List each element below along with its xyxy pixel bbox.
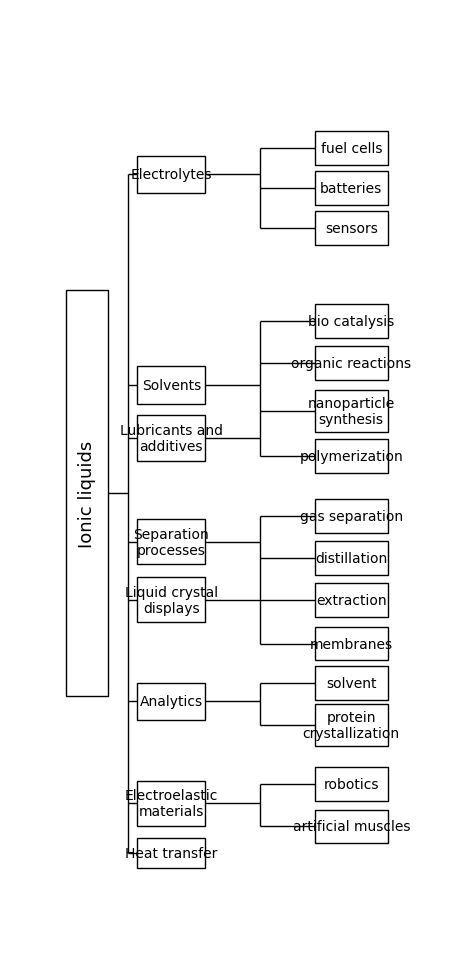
- Text: bio catalysis: bio catalysis: [308, 315, 394, 329]
- FancyBboxPatch shape: [315, 305, 388, 339]
- Text: robotics: robotics: [324, 778, 379, 791]
- FancyBboxPatch shape: [315, 666, 388, 700]
- FancyBboxPatch shape: [315, 583, 388, 617]
- Text: Lubricants and
additives: Lubricants and additives: [120, 423, 223, 453]
- Text: Liquid crystal
displays: Liquid crystal displays: [125, 585, 218, 616]
- FancyBboxPatch shape: [137, 781, 205, 826]
- Text: membranes: membranes: [310, 637, 393, 651]
- FancyBboxPatch shape: [315, 768, 388, 801]
- Text: Electrolytes: Electrolytes: [130, 168, 212, 182]
- FancyBboxPatch shape: [315, 542, 388, 575]
- FancyBboxPatch shape: [315, 212, 388, 245]
- FancyBboxPatch shape: [137, 416, 205, 461]
- Text: distillation: distillation: [315, 552, 387, 566]
- Text: batteries: batteries: [320, 182, 383, 195]
- FancyBboxPatch shape: [137, 520, 205, 565]
- Text: Separation
processes: Separation processes: [133, 528, 209, 557]
- FancyBboxPatch shape: [315, 347, 388, 381]
- FancyBboxPatch shape: [137, 577, 205, 622]
- FancyBboxPatch shape: [315, 627, 388, 660]
- FancyBboxPatch shape: [315, 500, 388, 533]
- FancyBboxPatch shape: [137, 367, 205, 404]
- Text: extraction: extraction: [316, 593, 387, 607]
- FancyBboxPatch shape: [315, 704, 388, 745]
- FancyBboxPatch shape: [315, 172, 388, 205]
- Text: Solvents: Solvents: [142, 379, 201, 393]
- Text: Electroelastic
materials: Electroelastic materials: [125, 788, 218, 819]
- Text: Heat transfer: Heat transfer: [125, 846, 218, 860]
- Text: gas separation: gas separation: [300, 510, 403, 524]
- Text: protein
crystallization: protein crystallization: [303, 710, 400, 741]
- Text: artificial muscles: artificial muscles: [292, 820, 410, 833]
- FancyBboxPatch shape: [315, 391, 388, 432]
- Text: solvent: solvent: [326, 676, 376, 690]
- Text: polymerization: polymerization: [300, 449, 403, 463]
- Text: organic reactions: organic reactions: [291, 357, 411, 371]
- FancyBboxPatch shape: [315, 810, 388, 843]
- FancyBboxPatch shape: [66, 290, 108, 697]
- FancyBboxPatch shape: [315, 440, 388, 474]
- Text: Ionic liquids: Ionic liquids: [78, 440, 96, 547]
- Text: sensors: sensors: [325, 222, 378, 235]
- FancyBboxPatch shape: [137, 838, 205, 868]
- Text: Analytics: Analytics: [140, 695, 203, 708]
- FancyBboxPatch shape: [315, 132, 388, 166]
- FancyBboxPatch shape: [137, 156, 205, 194]
- Text: nanoparticle
synthesis: nanoparticle synthesis: [308, 397, 395, 427]
- Text: fuel cells: fuel cells: [320, 142, 382, 155]
- FancyBboxPatch shape: [137, 683, 205, 721]
